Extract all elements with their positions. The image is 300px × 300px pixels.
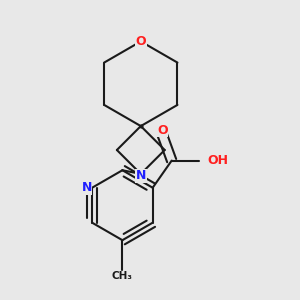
Text: OH: OH (207, 154, 228, 167)
Text: N: N (81, 181, 92, 194)
Text: O: O (157, 124, 167, 137)
Text: N: N (136, 169, 146, 182)
Text: O: O (136, 35, 146, 48)
Text: CH₃: CH₃ (112, 271, 133, 281)
